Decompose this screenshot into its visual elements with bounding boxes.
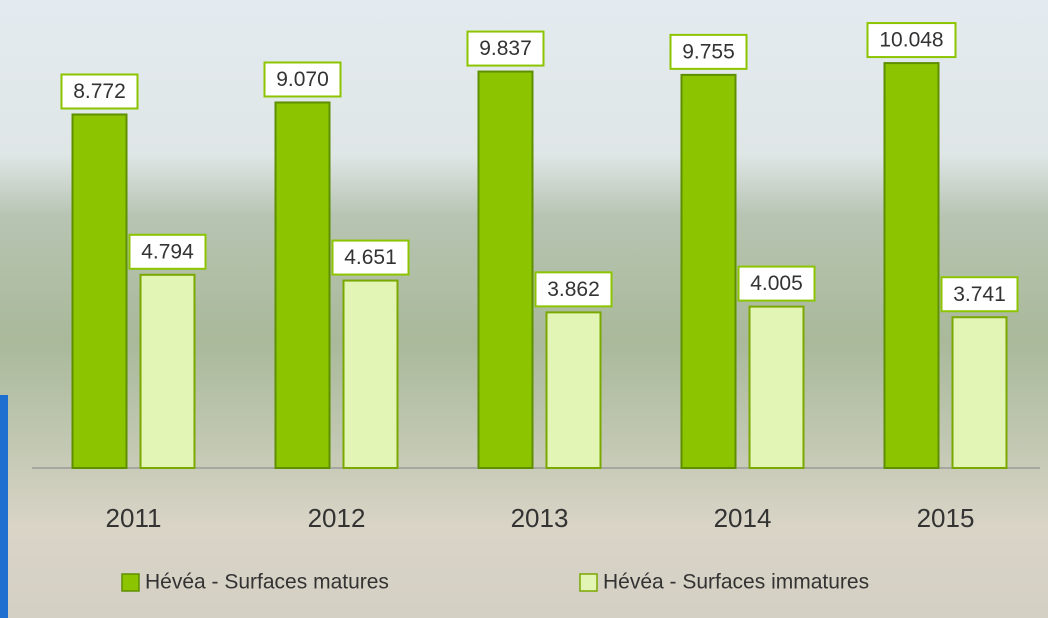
bar	[682, 75, 736, 468]
value-label: 3.862	[547, 278, 600, 301]
value-label: 3.741	[953, 283, 1006, 306]
bar	[276, 102, 330, 468]
chart: 2011 8.772 4.794 2012 9.070 4.651 2013 9.837 3.8…	[0, 0, 1048, 618]
x-tick-label: 2013	[511, 503, 569, 533]
bar	[750, 307, 804, 468]
bar	[885, 63, 939, 468]
value-label: 10.048	[879, 29, 943, 52]
value-label: 9.070	[276, 68, 329, 91]
x-tick-label: 2011	[106, 503, 162, 533]
legend-swatch	[122, 574, 139, 591]
legend-label: Hévéa - Surfaces immatures	[603, 571, 869, 594]
value-label: 9.837	[479, 37, 532, 60]
bar	[344, 281, 398, 468]
bar	[953, 317, 1007, 468]
value-label: 8.772	[73, 80, 126, 103]
x-tick-label: 2015	[917, 503, 975, 533]
x-tick-label: 2012	[308, 503, 366, 533]
bar	[547, 312, 601, 468]
side-stripe	[0, 395, 8, 618]
value-label: 4.005	[750, 272, 803, 295]
bar	[141, 275, 195, 468]
legend-swatch	[580, 574, 597, 591]
value-label: 9.755	[682, 40, 735, 63]
value-label: 4.651	[344, 246, 397, 269]
bar	[479, 72, 533, 468]
bar	[73, 114, 127, 468]
x-tick-label: 2014	[714, 503, 772, 533]
legend-label: Hévéa - Surfaces matures	[145, 571, 389, 594]
value-label: 4.794	[141, 240, 194, 263]
